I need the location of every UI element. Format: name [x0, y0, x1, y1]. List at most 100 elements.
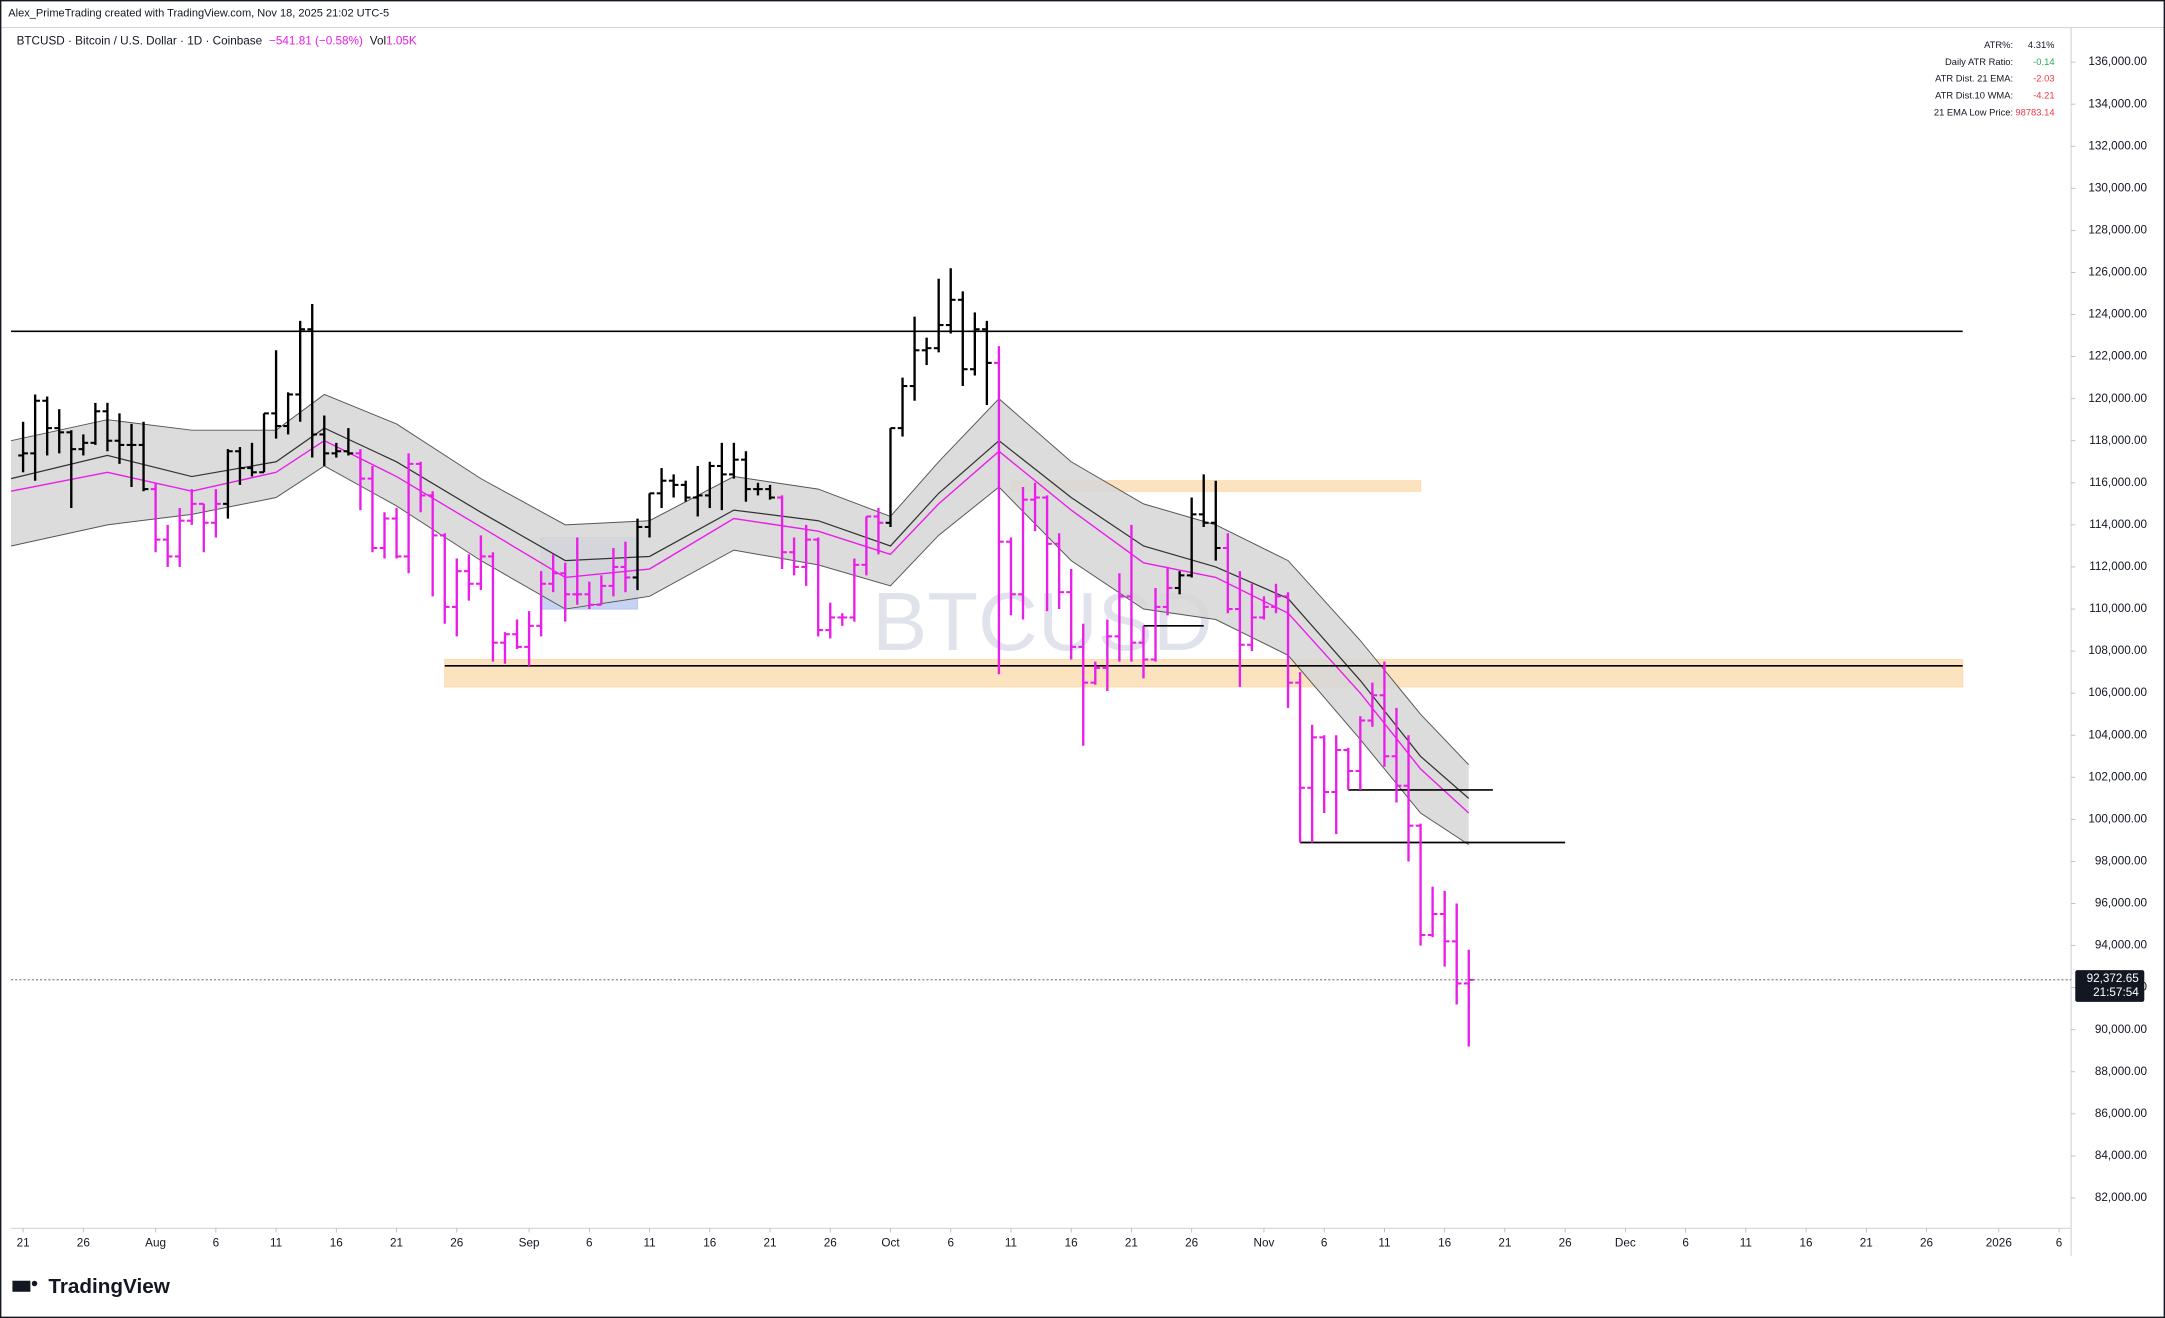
x-tick-label: 6 — [2056, 1237, 2063, 1250]
y-tick-label: 108,000.00 — [2088, 644, 2147, 657]
ohlc-bar — [512, 619, 522, 649]
x-tick-label: 26 — [1185, 1237, 1198, 1250]
ohlc-bar — [150, 482, 161, 553]
ohlc-bar — [331, 442, 342, 458]
ohlc-bar — [1174, 571, 1185, 595]
x-tick-label: 11 — [1005, 1237, 1017, 1250]
table-value: -0.14 — [2033, 57, 2054, 67]
y-tick-label: 88,000.00 — [2095, 1065, 2148, 1078]
ohlc-bar — [837, 613, 848, 626]
ohlc-bar — [1307, 724, 1317, 843]
x-tick-label: 26 — [1920, 1237, 1933, 1250]
band-upper — [10, 393, 1470, 766]
table-label: ATR Dist.10 WMA: — [1935, 91, 2013, 101]
ohlc-bar — [451, 558, 462, 637]
ohlc-bar — [1235, 571, 1245, 687]
x-tick-label: 26 — [77, 1237, 90, 1250]
ohlc-bar — [1066, 569, 1077, 660]
x-tick-label: Oct — [881, 1237, 900, 1250]
x-tick-label: 21 — [1125, 1237, 1138, 1250]
table-label: Daily ATR Ratio: — [1945, 57, 2013, 67]
x-tick-label: 11 — [643, 1237, 655, 1250]
ohlc-bar — [1042, 495, 1052, 612]
x-tick-label: 2026 — [1986, 1237, 2012, 1250]
ohlc-bar — [1018, 487, 1028, 620]
ohlc-bar — [1391, 707, 1402, 803]
ohlc-bar — [620, 541, 631, 593]
ohlc-bar — [536, 571, 546, 637]
y-tick-label: 100,000.00 — [2088, 812, 2147, 825]
x-tick-label: 11 — [1740, 1237, 1752, 1250]
ohlc-bar — [608, 548, 619, 597]
ohlc-bar — [1162, 566, 1173, 616]
table-value: -2.03 — [2033, 74, 2054, 84]
y-tick-label: 90,000.00 — [2095, 1023, 2148, 1036]
ohlc-bar — [1078, 623, 1089, 746]
ohlc-bar — [415, 461, 426, 513]
ohlc-bar — [1247, 583, 1257, 652]
ohlc-bar — [198, 502, 209, 553]
volume: 1.05K — [386, 34, 417, 47]
ohlc-bar — [861, 515, 872, 576]
ohlc-bar — [789, 537, 799, 576]
ohlc-bar — [319, 415, 330, 466]
table-label: 21 EMA Low Price: — [1934, 107, 2013, 117]
ohlc-bar — [813, 537, 824, 637]
y-tick-label: 124,000.00 — [2088, 308, 2147, 321]
ohlc-bar — [391, 508, 402, 559]
ohlc-bar — [656, 468, 667, 509]
ohlc-bar — [343, 428, 354, 456]
ohlc-bar — [1439, 890, 1450, 967]
ohlc-bar — [897, 377, 908, 437]
ohlc-bar — [295, 320, 306, 422]
ohlc-bar — [524, 611, 534, 666]
ohlc-bar — [235, 447, 245, 485]
ohlc-bar — [247, 442, 257, 477]
y-tick-label: 130,000.00 — [2088, 181, 2147, 194]
ohlc-bar — [1331, 735, 1342, 835]
x-tick-label: 21 — [390, 1237, 403, 1250]
ohlc-bar — [716, 442, 727, 511]
x-tick-label: 16 — [703, 1237, 716, 1250]
ohlc-bar — [680, 480, 691, 502]
ohlc-bar — [126, 423, 137, 488]
ohlc-bar — [885, 427, 896, 527]
volume-label: Vol — [370, 34, 386, 47]
ohlc-bar — [1271, 583, 1281, 614]
ohlc-bar — [1403, 735, 1414, 862]
ohlc-bar — [488, 552, 498, 662]
ohlc-bar — [1054, 533, 1064, 610]
ohlc-bar — [1415, 823, 1426, 946]
ohlc-bar — [54, 409, 65, 454]
ohlc-bar — [1006, 537, 1016, 616]
ohlc-bar — [596, 575, 607, 606]
ohlc-bar — [584, 581, 595, 610]
ohlc-bar — [223, 449, 233, 519]
ohlc-bar — [283, 392, 293, 435]
ohlc-bar — [729, 442, 739, 479]
ohlc-bar — [1451, 903, 1462, 1005]
ohlc-bar — [692, 465, 703, 517]
x-tick-label: 21 — [1860, 1237, 1873, 1250]
ohlc-bar — [572, 537, 583, 605]
y-tick-label: 110,000.00 — [2089, 602, 2147, 615]
y-tick-label: 114,000.00 — [2089, 518, 2147, 531]
ohlc-bar — [476, 535, 486, 591]
ohlc-bar — [777, 495, 787, 570]
y-tick-label: 106,000.00 — [2088, 686, 2147, 699]
ohlc-bar — [668, 474, 679, 498]
x-tick-label: 21 — [17, 1237, 30, 1250]
ohlc-bar — [78, 434, 89, 456]
logo-dot — [31, 1280, 38, 1287]
plot-area: BTCUSD — [10, 268, 2072, 1047]
ohlc-bar — [1379, 661, 1390, 767]
ohlc-bar — [186, 489, 197, 525]
band-mid — [10, 427, 1470, 799]
ohlc-bar — [1150, 587, 1161, 662]
y-tick-label: 112,000.00 — [2089, 560, 2147, 573]
ohlc-bar — [1319, 735, 1330, 814]
x-tick-label: 26 — [824, 1237, 837, 1250]
ohlc-bar — [259, 412, 269, 474]
y-tick-label: 132,000.00 — [2088, 139, 2147, 152]
x-tick-label: Nov — [1254, 1237, 1275, 1250]
